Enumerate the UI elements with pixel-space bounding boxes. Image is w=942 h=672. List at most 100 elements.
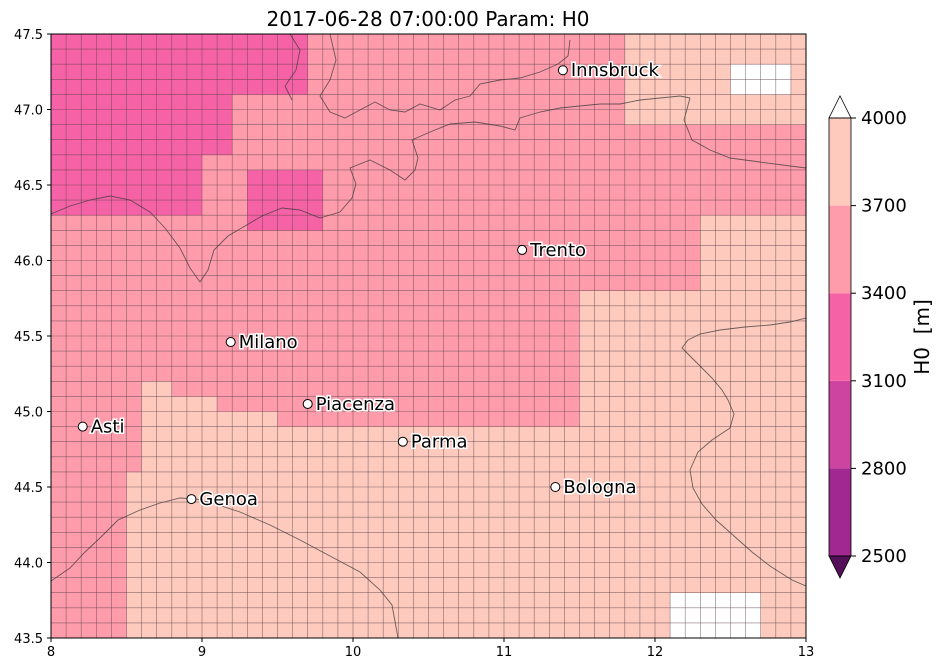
grid-cell (51, 305, 67, 322)
grid-cell (171, 79, 188, 95)
grid-cell (353, 396, 369, 412)
grid-cell (730, 260, 746, 276)
grid-cell (594, 94, 610, 110)
grid-cell (383, 381, 399, 397)
grid-cell (443, 215, 459, 231)
grid-cell (670, 275, 686, 291)
grid-cell (700, 275, 716, 291)
grid-cell (353, 275, 369, 291)
grid-cell (383, 577, 399, 593)
height-grid-cells (51, 34, 806, 638)
grid-cell (790, 169, 806, 186)
grid-cell (564, 230, 580, 246)
grid-cell (443, 109, 459, 125)
grid-cell (126, 562, 142, 578)
grid-cell (715, 336, 731, 352)
grid-cell (413, 502, 429, 518)
grid-cell (715, 532, 731, 548)
grid-cell (685, 124, 701, 140)
grid-cell (730, 592, 746, 609)
grid-cell (775, 154, 792, 171)
grid-cell (247, 411, 263, 427)
grid-cell (549, 532, 565, 548)
grid-cell (655, 366, 671, 382)
map-area[interactable]: InnsbruckTrentoMilanoPiacenzaAstiParmaBo… (50, 33, 807, 639)
grid-cell (609, 471, 626, 488)
grid-cell (790, 396, 806, 412)
grid-cell (443, 79, 459, 95)
grid-cell (519, 366, 535, 382)
grid-cell (730, 381, 746, 397)
grid-cell (156, 245, 173, 261)
grid-cell (277, 169, 293, 186)
grid-cell (624, 185, 641, 201)
grid-cell (594, 200, 610, 216)
grid-cell (715, 79, 731, 95)
grid-cell (458, 290, 475, 307)
grid-cell (66, 245, 82, 261)
grid-cell (66, 351, 82, 367)
grid-cell (51, 245, 67, 261)
grid-cell (685, 200, 701, 216)
grid-cell (745, 109, 761, 125)
grid-cell (96, 320, 112, 337)
grid-cell (700, 94, 716, 110)
grid-cell (322, 592, 339, 609)
grid-cell (428, 290, 444, 307)
grid-cell (428, 381, 444, 397)
grid-cell (519, 320, 535, 337)
grid-cell (337, 215, 354, 231)
grid-cell (247, 441, 263, 458)
grid-cell (81, 471, 97, 488)
grid-cell (413, 94, 429, 110)
grid-cell (413, 169, 429, 186)
grid-cell (277, 502, 293, 518)
grid-cell (413, 64, 429, 80)
grid-cell (96, 607, 112, 624)
grid-cell (745, 79, 761, 95)
grid-cell (81, 366, 97, 382)
grid-cell (186, 562, 203, 578)
grid-cell (715, 592, 731, 609)
grid-cell (639, 139, 656, 156)
grid-cell (790, 456, 806, 473)
grid-cell (790, 471, 806, 488)
grid-cell (66, 64, 82, 80)
grid-cell (171, 245, 188, 261)
grid-cell (549, 547, 565, 563)
grid-cell (353, 381, 369, 397)
y-tick-label: 45.5 (14, 330, 43, 345)
grid-cell (81, 79, 97, 95)
grid-cell (81, 305, 97, 322)
grid-cell (232, 154, 248, 171)
grid-cell (126, 336, 142, 352)
grid-cell (368, 124, 384, 140)
grid-cell (368, 34, 384, 50)
grid-cell (217, 185, 233, 201)
grid-cell (790, 139, 806, 156)
grid-cell (443, 622, 459, 638)
grid-cell (202, 169, 218, 186)
grid-cell (775, 275, 792, 291)
grid-cell (413, 124, 429, 140)
grid-cell (66, 49, 82, 65)
grid-cell (609, 305, 626, 322)
grid-cell (186, 592, 203, 609)
grid-cell (428, 49, 444, 65)
grid-cell (594, 426, 610, 442)
grid-cell (398, 94, 414, 110)
grid-cell (715, 456, 731, 473)
grid-cell (322, 79, 339, 95)
colorbar-tick-label: 3700 (861, 196, 907, 217)
grid-cell (232, 411, 248, 427)
grid-cell (262, 336, 278, 352)
grid-cell (700, 64, 716, 80)
grid-cell (368, 109, 384, 125)
grid-cell (141, 607, 157, 624)
grid-cell (519, 562, 535, 578)
grid-cell (594, 381, 610, 397)
grid-cell (790, 517, 806, 533)
colorbar-tick-label: 2500 (861, 546, 907, 567)
grid-cell (141, 245, 157, 261)
grid-cell (519, 215, 535, 231)
